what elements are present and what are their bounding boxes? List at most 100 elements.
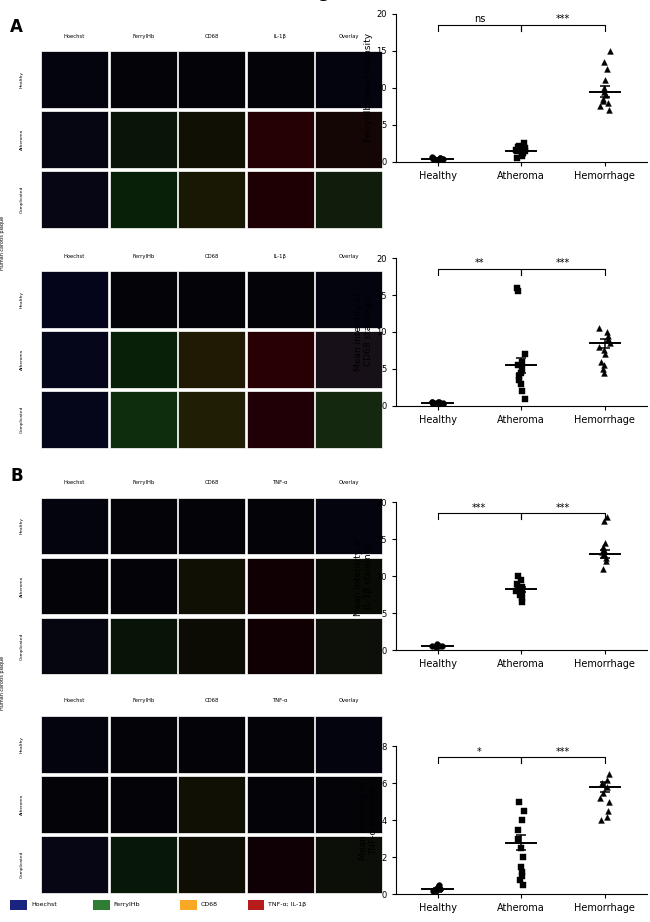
- Text: FerrylHb: FerrylHb: [132, 480, 154, 485]
- Point: [599, 358, 609, 372]
- Bar: [178, 716, 245, 773]
- Text: Human carotis plaque: Human carotis plaque: [0, 656, 5, 710]
- Bar: [110, 271, 177, 328]
- Text: Hoechst: Hoechst: [64, 698, 85, 703]
- Y-axis label: FerrylHb mean intensity: FerrylHb mean intensity: [365, 33, 373, 142]
- Bar: [315, 618, 382, 674]
- Point: [517, 869, 527, 883]
- Bar: [315, 558, 382, 614]
- Point: [428, 151, 439, 166]
- Point: [432, 637, 443, 652]
- Point: [598, 561, 608, 576]
- Bar: [41, 836, 108, 892]
- Point: [515, 376, 526, 391]
- Text: Healthy: Healthy: [20, 517, 24, 535]
- Text: *: *: [477, 747, 482, 757]
- Bar: [110, 836, 177, 892]
- Bar: [247, 618, 314, 674]
- Text: Overlay: Overlay: [339, 480, 359, 485]
- Point: [434, 396, 444, 410]
- Bar: [247, 498, 314, 554]
- Bar: [315, 836, 382, 892]
- Point: [437, 151, 448, 166]
- Text: Overlay: Overlay: [339, 33, 359, 39]
- Point: [599, 514, 609, 528]
- Bar: [315, 112, 382, 168]
- Bar: [41, 271, 108, 328]
- Text: Complicated: Complicated: [20, 632, 24, 659]
- Point: [517, 585, 527, 600]
- Point: [602, 780, 612, 795]
- Text: Atheroma: Atheroma: [20, 794, 24, 815]
- Text: CD68: CD68: [200, 903, 218, 907]
- Bar: [110, 171, 177, 228]
- Point: [435, 150, 445, 165]
- Point: [604, 102, 614, 117]
- Text: Complicated: Complicated: [20, 186, 24, 213]
- Point: [599, 84, 609, 99]
- Point: [432, 395, 443, 409]
- Point: [598, 786, 608, 800]
- Y-axis label: Mean intensity of
CD68 stainings: Mean intensity of CD68 stainings: [354, 292, 373, 372]
- Text: Human carotis plaque: Human carotis plaque: [0, 216, 5, 270]
- Point: [514, 284, 524, 299]
- Point: [515, 140, 525, 155]
- Point: [433, 880, 443, 894]
- Text: A: A: [10, 18, 23, 36]
- Text: Healthy: Healthy: [20, 291, 24, 308]
- Point: [517, 147, 528, 161]
- Point: [515, 872, 525, 887]
- Point: [603, 95, 613, 110]
- Point: [432, 640, 442, 655]
- Bar: [247, 776, 314, 833]
- Text: Complicated: Complicated: [20, 851, 24, 878]
- Point: [512, 143, 522, 158]
- Point: [600, 536, 610, 550]
- Bar: [110, 112, 177, 168]
- Point: [434, 878, 444, 892]
- Point: [517, 361, 527, 376]
- Bar: [315, 716, 382, 773]
- Point: [435, 881, 445, 896]
- Point: [514, 138, 525, 153]
- Point: [427, 395, 437, 409]
- Text: CD68: CD68: [205, 33, 219, 39]
- Point: [596, 354, 606, 369]
- Point: [512, 150, 522, 165]
- Point: [429, 396, 439, 410]
- Bar: [315, 392, 382, 448]
- Point: [597, 539, 608, 554]
- Point: [602, 773, 612, 787]
- Point: [517, 148, 527, 163]
- Bar: [248, 900, 265, 910]
- Point: [599, 80, 609, 95]
- Point: [435, 150, 445, 165]
- Point: [518, 146, 528, 160]
- Point: [514, 358, 524, 372]
- Bar: [247, 331, 314, 388]
- Point: [512, 576, 523, 591]
- Text: ***: ***: [556, 747, 570, 757]
- Point: [514, 372, 525, 387]
- Point: [596, 813, 606, 828]
- Bar: [110, 716, 177, 773]
- Point: [598, 91, 608, 106]
- Bar: [41, 716, 108, 773]
- Text: FerrylHb: FerrylHb: [132, 33, 154, 39]
- Point: [517, 591, 527, 606]
- Point: [603, 804, 614, 819]
- Point: [434, 395, 444, 409]
- Point: [436, 638, 447, 653]
- Bar: [178, 112, 245, 168]
- Point: [437, 396, 448, 410]
- Bar: [41, 112, 108, 168]
- Bar: [178, 171, 245, 228]
- Text: Hoechst: Hoechst: [64, 254, 85, 259]
- Bar: [110, 392, 177, 448]
- Point: [434, 639, 444, 654]
- Point: [603, 332, 614, 347]
- Y-axis label: Mean intensity of
IL-1β stainings: Mean intensity of IL-1β stainings: [354, 537, 373, 616]
- Bar: [315, 776, 382, 833]
- Bar: [315, 271, 382, 328]
- Y-axis label: Mean intensity of
TNF-α stainings: Mean intensity of TNF-α stainings: [359, 781, 378, 859]
